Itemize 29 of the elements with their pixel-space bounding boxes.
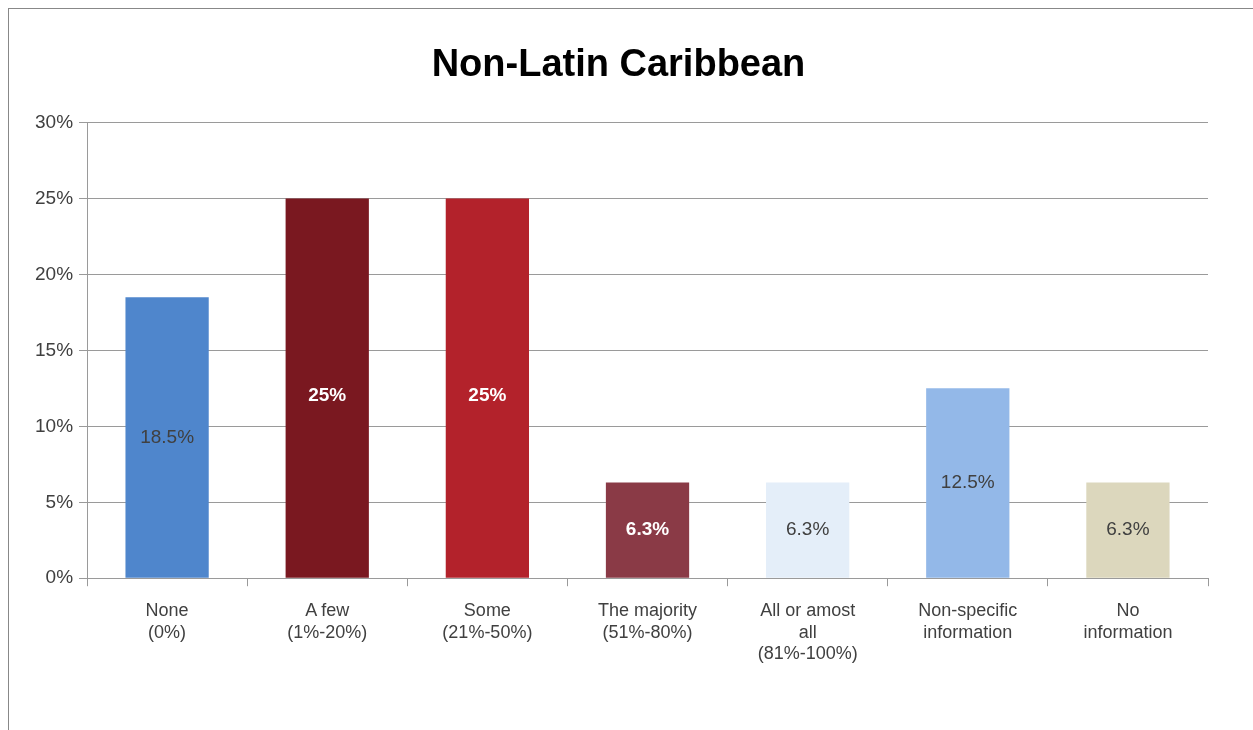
bar	[766, 482, 850, 578]
data-label: 25%	[308, 384, 347, 406]
x-tick-label: None (0%)	[145, 599, 189, 642]
bar	[285, 198, 369, 578]
x-tick-label: A few (1%-20%)	[287, 599, 368, 642]
y-tick-label: 15%	[35, 338, 74, 360]
x-tick-label: No information	[1083, 599, 1173, 642]
bar	[1086, 482, 1170, 578]
data-label: 6.3%	[1106, 518, 1150, 540]
data-label: 6.3%	[786, 518, 830, 540]
x-tick-label: Some (21%-50%)	[442, 599, 533, 642]
bar	[926, 388, 1010, 578]
y-tick-label: 10%	[35, 414, 74, 436]
data-label: 18.5%	[140, 425, 195, 447]
y-tick-label: 25%	[35, 186, 74, 208]
data-label: 25%	[468, 384, 507, 406]
y-tick-label: 20%	[35, 262, 74, 284]
y-tick-label: 0%	[45, 566, 74, 588]
x-tick-label: Non-specific information	[918, 599, 1018, 642]
x-tick-label: The majority (51%-80%)	[598, 599, 698, 642]
x-tick-label: All or amost all (81%-100%)	[757, 599, 858, 664]
bar	[605, 482, 690, 578]
data-label: 12.5%	[940, 471, 995, 493]
y-tick-label: 30%	[35, 110, 74, 132]
data-label: 6.3%	[625, 518, 670, 540]
bar	[125, 297, 209, 578]
chart-title: Non-Latin Caribbean	[431, 42, 806, 85]
bar	[445, 198, 530, 578]
y-tick-label: 5%	[45, 490, 74, 512]
